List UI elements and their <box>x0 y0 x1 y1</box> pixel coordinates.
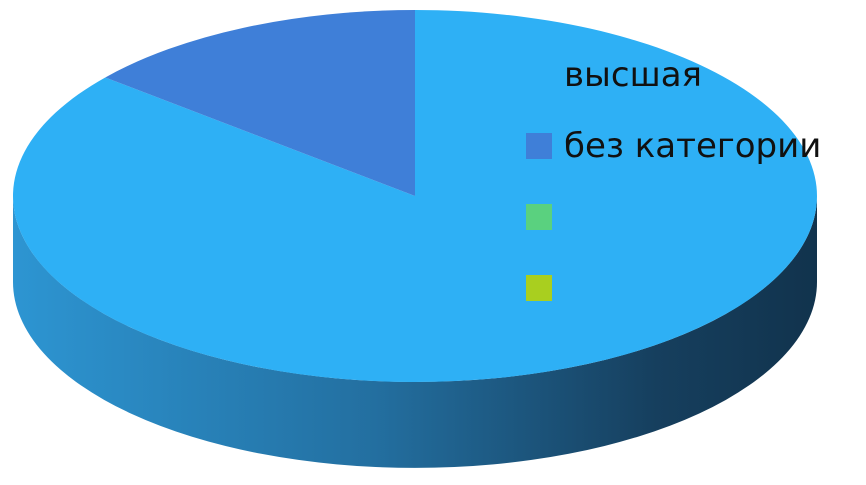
legend-swatch-1 <box>526 133 552 159</box>
pie-side-wall <box>13 196 817 468</box>
legend-swatch-0 <box>526 62 552 88</box>
pie-side-band <box>13 196 817 468</box>
pie-slice-1 <box>105 10 415 196</box>
legend: высшая без категории <box>526 55 821 301</box>
pie-top-face <box>12 10 817 382</box>
legend-swatch-2 <box>526 204 552 230</box>
pie-slice-0 <box>12 10 817 382</box>
legend-label-1: без категории <box>564 126 821 166</box>
legend-label-0: высшая <box>564 55 702 95</box>
legend-swatch-3 <box>526 275 552 301</box>
